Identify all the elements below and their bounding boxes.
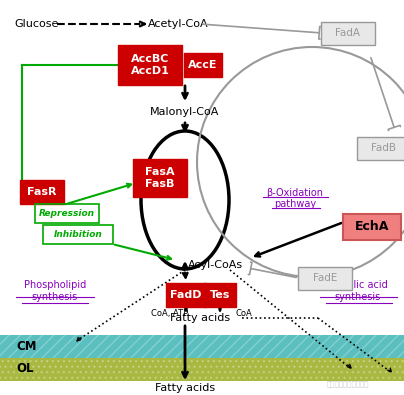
Text: FadD: FadD: [170, 290, 202, 300]
Text: EchA: EchA: [355, 220, 389, 233]
FancyBboxPatch shape: [133, 159, 187, 197]
FancyBboxPatch shape: [204, 283, 236, 307]
Text: Fatty acids: Fatty acids: [155, 383, 215, 393]
Bar: [0, 335, 404, 358]
Text: OL: OL: [16, 363, 34, 376]
Text: FasR: FasR: [27, 187, 57, 197]
FancyBboxPatch shape: [20, 180, 64, 204]
Text: Malonyl-CoA: Malonyl-CoA: [150, 107, 220, 117]
Text: FadB: FadB: [370, 143, 396, 153]
Text: Glucose: Glucose: [14, 19, 58, 29]
Text: Tes: Tes: [210, 290, 230, 300]
Bar: [0, 358, 404, 381]
Text: CoA: CoA: [236, 309, 253, 318]
FancyBboxPatch shape: [166, 283, 206, 307]
Text: Repression: Repression: [39, 209, 95, 218]
Text: β-Oxidation: β-Oxidation: [267, 188, 324, 198]
Bar: [0, 358, 404, 381]
Text: AccE: AccE: [188, 60, 218, 70]
FancyBboxPatch shape: [343, 214, 401, 240]
Text: FadA: FadA: [335, 28, 360, 38]
Text: FasA
FasB: FasA FasB: [145, 167, 175, 189]
FancyBboxPatch shape: [357, 137, 404, 160]
Text: Fatty acids: Fatty acids: [170, 313, 230, 323]
Text: AccBC
AccD1: AccBC AccD1: [130, 54, 169, 76]
Text: Phospholipid
synthesis: Phospholipid synthesis: [24, 280, 86, 302]
Bar: [0, 335, 404, 358]
FancyBboxPatch shape: [118, 45, 182, 85]
Text: CoA, ATP: CoA, ATP: [152, 309, 189, 318]
Text: pathway: pathway: [274, 199, 316, 209]
Text: Acyl-CoAs: Acyl-CoAs: [187, 260, 242, 270]
Text: FadE: FadE: [313, 273, 337, 283]
Text: Acetyl-CoA: Acetyl-CoA: [148, 19, 208, 29]
FancyBboxPatch shape: [298, 267, 352, 290]
Text: Inhibition: Inhibition: [54, 230, 102, 239]
FancyBboxPatch shape: [184, 53, 222, 77]
Text: 代谢工程与合成生物学: 代谢工程与合成生物学: [327, 381, 369, 387]
Text: CM: CM: [16, 339, 36, 352]
FancyBboxPatch shape: [321, 21, 375, 45]
Text: Mycolic acid
synthesis: Mycolic acid synthesis: [328, 280, 388, 302]
